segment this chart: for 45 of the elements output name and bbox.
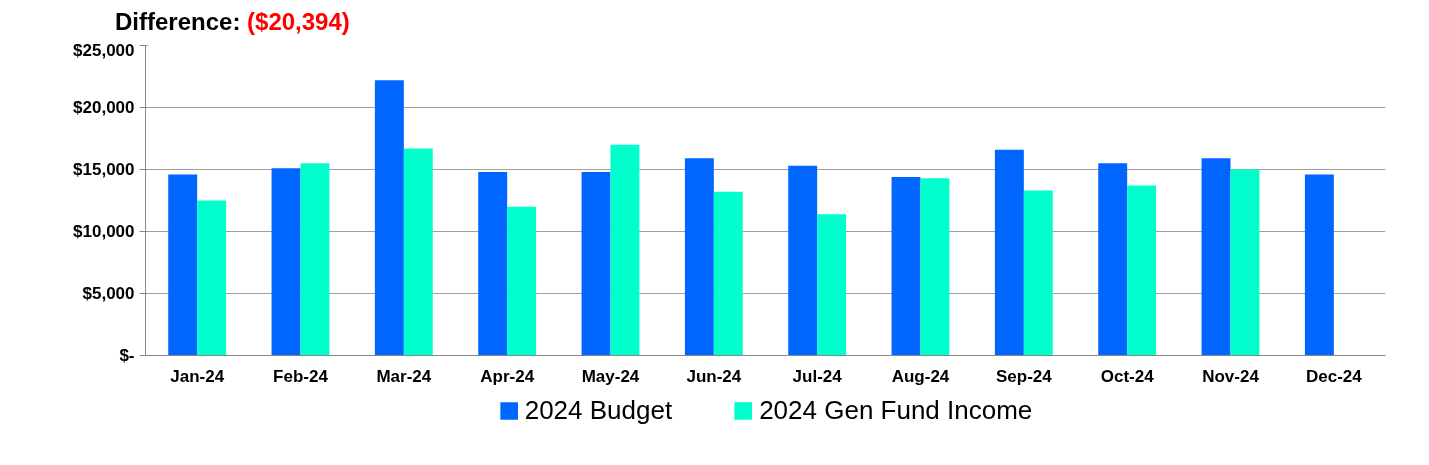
x-tick-label: Mar-24 xyxy=(376,366,432,386)
bar xyxy=(478,171,508,356)
bar xyxy=(507,206,537,356)
x-tick-label: Sep-24 xyxy=(995,366,1053,386)
bar xyxy=(610,144,640,356)
bar xyxy=(1023,190,1053,356)
y-tick-label: $20,000 xyxy=(73,98,135,117)
bar xyxy=(581,171,611,356)
x-tick-label: Feb-24 xyxy=(273,366,329,386)
y-tick-label: $- xyxy=(119,346,135,365)
x-tick-label: Jun-24 xyxy=(686,366,742,386)
y-tick-label: $10,000 xyxy=(73,222,135,241)
x-tick-label: Dec-24 xyxy=(1305,366,1363,386)
bar xyxy=(713,191,743,356)
bar xyxy=(197,200,227,356)
y-tick-label: $15,000 xyxy=(73,160,135,179)
bar xyxy=(1304,174,1334,356)
x-tick-label: Jul-24 xyxy=(792,366,843,386)
x-tick-label: Jan-24 xyxy=(170,366,225,386)
x-tick-label: May-24 xyxy=(581,366,640,386)
bar xyxy=(994,149,1024,356)
bar xyxy=(1098,163,1128,356)
x-tick-label: Oct-24 xyxy=(1100,366,1155,386)
bar xyxy=(1201,158,1231,356)
bar xyxy=(271,168,301,356)
y-tick-label: $5,000 xyxy=(82,284,135,303)
x-tick-label: Apr-24 xyxy=(480,366,535,386)
bar xyxy=(403,148,433,356)
legend-label: 2024 Budget xyxy=(524,394,673,426)
bar xyxy=(300,163,330,356)
text: ($20,394) xyxy=(247,8,350,35)
bar xyxy=(374,80,404,356)
bar xyxy=(891,176,921,356)
x-tick-label: Aug-24 xyxy=(891,366,950,386)
chart-title: Difference: xyxy=(115,8,241,35)
bar xyxy=(684,158,714,356)
x-tick-label: Nov-24 xyxy=(1202,366,1260,386)
bar xyxy=(1127,185,1157,356)
legend-label: 2024 Gen Fund Income xyxy=(759,394,1033,426)
bar xyxy=(168,174,198,356)
y-tick-label: $25,000 xyxy=(73,40,135,60)
bar xyxy=(817,214,847,356)
bar xyxy=(1230,169,1260,356)
bar xyxy=(788,165,818,356)
bar xyxy=(920,178,950,356)
